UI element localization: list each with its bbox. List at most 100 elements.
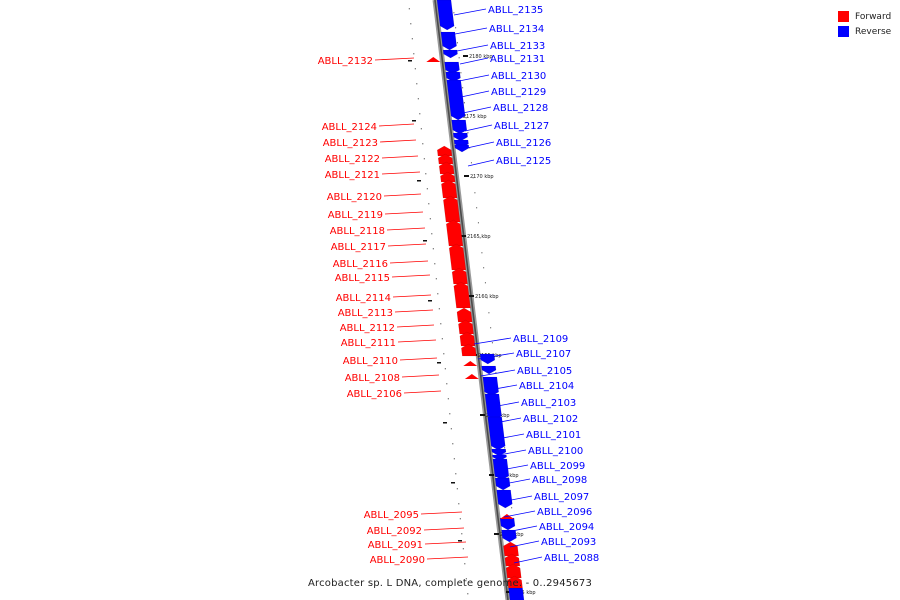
gene-label[interactable]: ABLL_2092 xyxy=(367,526,422,537)
gene-arrow[interactable] xyxy=(440,31,457,51)
gene-label[interactable]: ABLL_2104 xyxy=(519,381,574,392)
gene-label[interactable]: ABLL_2095 xyxy=(364,510,419,521)
gene-label[interactable]: ABLL_2124 xyxy=(322,122,377,133)
gene-arrow[interactable] xyxy=(508,587,525,600)
gene-label[interactable]: ABLL_2130 xyxy=(491,71,546,82)
gene-arrow[interactable] xyxy=(501,529,517,543)
gene-arrow[interactable] xyxy=(505,563,522,579)
scale-dot xyxy=(437,293,439,295)
gene-label[interactable]: ABLL_2094 xyxy=(539,522,594,533)
gene-arrow[interactable] xyxy=(438,161,455,175)
gene-label[interactable]: ABLL_2126 xyxy=(496,138,551,149)
tick-label: 2135 kbp xyxy=(512,590,536,596)
gene-arrow[interactable] xyxy=(436,145,453,157)
gene-arrow[interactable] xyxy=(437,153,454,165)
scale-dot xyxy=(441,338,443,340)
gene-label[interactable]: ABLL_2106 xyxy=(347,389,402,400)
leader-line xyxy=(459,57,489,65)
scale-dot xyxy=(455,27,457,29)
leader-line xyxy=(493,449,527,457)
gene-label[interactable]: ABLL_2123 xyxy=(323,138,378,149)
gene-arrow[interactable] xyxy=(496,489,513,509)
gene-arrow[interactable] xyxy=(458,319,474,335)
gene-arrow[interactable] xyxy=(452,132,468,142)
gene-arrow[interactable] xyxy=(464,374,479,379)
tick-label: 2180 kbp xyxy=(469,54,493,60)
gene-label[interactable]: ABLL_2103 xyxy=(521,398,576,409)
gene-label[interactable]: ABLL_2131 xyxy=(490,54,545,65)
gene-label[interactable]: ABLL_2121 xyxy=(325,170,380,181)
gene-label[interactable]: ABLL_2102 xyxy=(523,414,578,425)
gene-label[interactable]: ABLL_2118 xyxy=(330,226,385,237)
gene-label[interactable]: ABLL_2122 xyxy=(325,154,380,165)
gene-arrow[interactable] xyxy=(503,541,519,557)
gene-arrow[interactable] xyxy=(454,144,470,153)
gene-label[interactable]: ABLL_2127 xyxy=(494,121,549,132)
gene-label[interactable]: ABLL_2120 xyxy=(327,192,382,203)
gene-arrow[interactable] xyxy=(445,219,464,247)
leader-line xyxy=(381,155,419,159)
gene-label[interactable]: ABLL_2135 xyxy=(488,5,543,16)
gene-label[interactable]: ABLL_2105 xyxy=(517,366,572,377)
gene-label[interactable]: ABLL_2115 xyxy=(335,273,390,284)
gene-label[interactable]: ABLL_2100 xyxy=(528,446,583,457)
gene-arrow[interactable] xyxy=(442,49,458,59)
gene-label[interactable]: ABLL_2093 xyxy=(541,537,596,548)
leader-line xyxy=(392,294,432,298)
gene-label[interactable]: ABLL_2113 xyxy=(338,308,393,319)
scale-dot xyxy=(495,372,497,374)
gene-label[interactable]: ABLL_2134 xyxy=(489,24,544,35)
leader-line xyxy=(509,540,540,548)
gene-arrow[interactable] xyxy=(446,79,466,121)
gene-label[interactable]: ABLL_2099 xyxy=(530,461,585,472)
gene-arrow[interactable] xyxy=(499,517,516,531)
gene-label[interactable]: ABLL_2133 xyxy=(490,41,545,52)
gene-arrow[interactable] xyxy=(436,0,455,31)
gene-label[interactable]: ABLL_2128 xyxy=(493,103,548,114)
gene-label[interactable]: ABLL_2098 xyxy=(532,475,587,486)
gene-label[interactable]: ABLL_2132 xyxy=(318,56,373,67)
gene-label[interactable]: ABLL_2108 xyxy=(345,373,400,384)
gene-arrow[interactable] xyxy=(426,57,441,62)
gene-arrow[interactable] xyxy=(443,195,461,223)
gene-label[interactable]: ABLL_2117 xyxy=(331,242,386,253)
gene-label[interactable]: ABLL_2129 xyxy=(491,87,546,98)
gene-label[interactable]: ABLL_2111 xyxy=(341,338,396,349)
gene-arrow[interactable] xyxy=(453,281,471,309)
gene-arrow[interactable] xyxy=(507,575,523,589)
leader-line xyxy=(498,478,531,486)
gene-label[interactable]: ABLL_2101 xyxy=(526,430,581,441)
gene-label[interactable]: ABLL_2125 xyxy=(496,156,551,167)
scale-dot xyxy=(435,278,437,280)
gene-label[interactable]: ABLL_2088 xyxy=(544,553,599,564)
gene-label[interactable]: ABLL_2090 xyxy=(370,555,425,566)
gene-arrow[interactable] xyxy=(491,448,507,457)
gene-label[interactable]: ABLL_2112 xyxy=(340,323,395,334)
tick-mark xyxy=(506,591,511,593)
gene-label[interactable]: ABLL_2091 xyxy=(368,540,423,551)
gene-arrow[interactable] xyxy=(440,171,456,183)
gene-arrow[interactable] xyxy=(481,365,497,375)
gene-arrow[interactable] xyxy=(451,119,468,135)
gene-label[interactable]: ABLL_2096 xyxy=(537,507,592,518)
minor-tick xyxy=(408,60,412,62)
gene-arrow[interactable] xyxy=(448,243,467,271)
scale-dot xyxy=(455,473,457,475)
gene-label[interactable]: ABLL_2107 xyxy=(516,349,571,360)
gene-label[interactable]: ABLL_2110 xyxy=(343,356,398,367)
gene-label[interactable]: ABLL_2097 xyxy=(534,492,589,503)
gene-arrow[interactable] xyxy=(461,343,477,357)
gene-arrow[interactable] xyxy=(487,416,506,451)
gene-arrow[interactable] xyxy=(441,179,458,199)
leader-line xyxy=(489,417,522,425)
gene-label[interactable]: ABLL_2116 xyxy=(333,259,388,270)
gene-arrow[interactable] xyxy=(459,331,476,347)
gene-label[interactable]: ABLL_2119 xyxy=(328,210,383,221)
gene-arrow[interactable] xyxy=(479,353,496,365)
gene-arrow[interactable] xyxy=(463,361,478,366)
gene-label[interactable]: ABLL_2114 xyxy=(336,293,391,304)
scale-dot xyxy=(428,203,430,205)
gene-arrow[interactable] xyxy=(456,307,473,323)
gene-label[interactable]: ABLL_2109 xyxy=(513,334,568,345)
gene-arrow[interactable] xyxy=(451,267,468,285)
